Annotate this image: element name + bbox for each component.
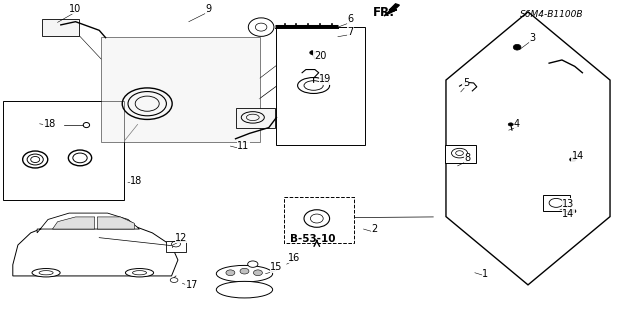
Ellipse shape [32, 269, 60, 277]
Text: 1: 1 [482, 269, 488, 279]
Text: 8: 8 [464, 153, 470, 163]
Polygon shape [52, 217, 95, 229]
Text: 18: 18 [44, 119, 56, 129]
Ellipse shape [170, 278, 178, 283]
Ellipse shape [216, 265, 273, 282]
Text: 2: 2 [371, 224, 378, 234]
Bar [3, 101, 124, 200]
Bar [284, 197, 354, 243]
Text: 18: 18 [130, 176, 143, 186]
Ellipse shape [310, 51, 315, 55]
Ellipse shape [248, 18, 274, 36]
Text: 17: 17 [186, 280, 198, 290]
Text: 7: 7 [348, 27, 354, 37]
Ellipse shape [513, 44, 521, 50]
Text: FR.: FR. [372, 6, 394, 19]
Text: 6: 6 [348, 14, 354, 24]
Polygon shape [97, 217, 134, 229]
Ellipse shape [253, 270, 262, 276]
Text: 13: 13 [562, 198, 575, 209]
Bar [276, 27, 365, 145]
Bar [236, 108, 275, 128]
Bar [93, 34, 266, 145]
Ellipse shape [570, 209, 576, 213]
Bar [445, 145, 476, 163]
Text: 19: 19 [319, 74, 332, 84]
Polygon shape [37, 213, 140, 233]
Text: 11: 11 [237, 141, 250, 151]
Text: 3: 3 [529, 33, 536, 43]
Text: 5: 5 [463, 78, 469, 88]
Text: 20: 20 [314, 51, 326, 61]
Ellipse shape [125, 269, 154, 277]
Text: 10: 10 [69, 4, 82, 14]
Polygon shape [13, 219, 178, 276]
Text: 12: 12 [175, 233, 188, 243]
Text: 16: 16 [288, 253, 301, 263]
Text: B-53-10: B-53-10 [289, 234, 335, 244]
Ellipse shape [570, 158, 576, 161]
Bar [42, 19, 79, 36]
Bar [543, 195, 570, 211]
Bar [166, 241, 186, 252]
Text: 15: 15 [270, 262, 283, 272]
Text: 14: 14 [562, 209, 575, 219]
Ellipse shape [310, 214, 323, 223]
Ellipse shape [132, 271, 147, 275]
Ellipse shape [39, 271, 53, 275]
Text: 9: 9 [205, 4, 211, 14]
Ellipse shape [240, 268, 249, 274]
Ellipse shape [216, 281, 273, 298]
Ellipse shape [226, 270, 235, 276]
Ellipse shape [248, 261, 258, 267]
Bar [101, 37, 260, 142]
Ellipse shape [255, 23, 267, 31]
Ellipse shape [304, 210, 330, 227]
Text: 4: 4 [514, 119, 520, 129]
Polygon shape [446, 12, 610, 285]
Polygon shape [384, 4, 399, 16]
Text: 14: 14 [572, 151, 584, 161]
Text: S6M4-B1100B: S6M4-B1100B [520, 10, 584, 19]
Ellipse shape [508, 123, 513, 126]
